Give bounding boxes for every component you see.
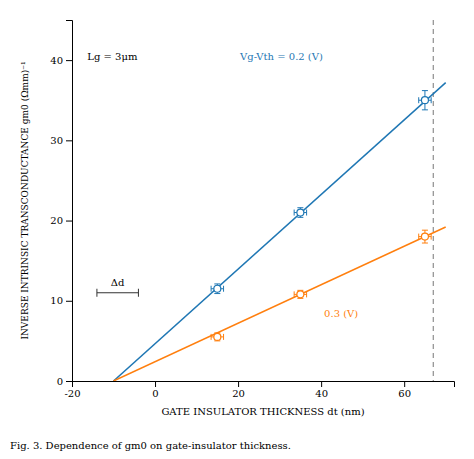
y-error-bar (214, 333, 220, 341)
caption: Fig. 3. Dependence of gm0 on gate-insula… (10, 440, 291, 451)
x-error-bar (419, 97, 431, 103)
tick-label: 20 (50, 215, 63, 226)
tick-label: 40 (315, 388, 328, 399)
x-error-bar (419, 234, 431, 240)
error-cap (223, 286, 224, 292)
error-cap (306, 210, 307, 216)
y-axis: 0 10 20 30 40 (50, 21, 72, 387)
error-cap (418, 234, 419, 240)
bracket-end (96, 289, 97, 297)
tick-label: 0 (152, 388, 158, 399)
error-cap (422, 243, 428, 244)
error-cap (294, 291, 295, 297)
tick: -20 (64, 381, 80, 399)
bracket-bar (97, 292, 139, 293)
tick-mark (238, 381, 239, 387)
axis-line (73, 382, 455, 388)
tick-label: 20 (232, 388, 245, 399)
bracket-end (138, 289, 139, 297)
tick-mark (66, 140, 72, 141)
fit-line (114, 227, 446, 381)
error-cap (422, 90, 428, 91)
tick: 40 (50, 55, 72, 66)
x-error-bar (294, 210, 306, 216)
tick: 10 (50, 295, 72, 306)
tick: 0 (152, 381, 158, 399)
error-cap (214, 283, 220, 284)
y-error-bar (422, 230, 428, 243)
annotation: Δd (111, 277, 125, 288)
tick: 0 (57, 376, 72, 387)
tick: 40 (315, 381, 328, 399)
error-cap (422, 109, 428, 110)
point (297, 291, 304, 298)
point (214, 333, 221, 340)
point (421, 233, 428, 240)
y-error-bar (214, 284, 220, 294)
bracket (97, 289, 139, 297)
tick-label: 40 (50, 55, 63, 66)
error-cap (211, 286, 212, 292)
plot: -200204060010203040GATE INSULATOR THICKN… (20, 20, 455, 417)
tick-label: -20 (64, 388, 80, 399)
tick-mark (66, 381, 72, 382)
error-cap (306, 291, 307, 297)
x-axis: -20 0 20 40 60 (64, 381, 454, 399)
error-cap (294, 210, 295, 216)
marks (114, 20, 446, 381)
error-cap (223, 334, 224, 340)
point (297, 209, 304, 216)
series-label: Vg-Vth = 0.2 (V) (239, 51, 323, 62)
labels: Vg-Vth = 0.2 (V) 0.3 (V) Lg = 3μm Δd (87, 51, 358, 318)
x-axis-label: GATE INSULATOR THICKNESS dt (nm) (161, 406, 364, 417)
tick-mark (155, 381, 156, 387)
y-error-bar (297, 208, 303, 218)
tick: 20 (50, 215, 72, 226)
chart: -200204060010203040GATE INSULATOR THICKN… (0, 0, 474, 459)
error-cap (297, 207, 303, 208)
error-cap (422, 230, 428, 231)
fit-line (114, 83, 446, 381)
point (214, 285, 221, 292)
error-cap (214, 293, 220, 294)
tick-label: 0 (57, 376, 63, 387)
tick: 30 (50, 135, 72, 146)
tick-label: 60 (398, 388, 411, 399)
tick: 20 (232, 381, 245, 399)
tick-mark (321, 381, 322, 387)
axis-line (66, 21, 73, 382)
tick-mark (66, 60, 72, 61)
error-cap (297, 217, 303, 218)
error-cap (431, 234, 432, 240)
tick: 60 (398, 381, 411, 399)
x-error-bar (294, 291, 306, 297)
tick-mark (66, 221, 72, 222)
y-error-bar (297, 290, 303, 298)
y-axis-label: INVERSE INTRINSIC TRANSCONDUCTANCE gm0 (… (20, 61, 30, 339)
error-cap (211, 334, 212, 340)
annotation: Lg = 3μm (87, 51, 138, 62)
series-label: 0.3 (V) (324, 308, 358, 319)
tick-label: 30 (50, 135, 63, 146)
tick-mark (66, 301, 72, 302)
tick-mark (404, 381, 405, 387)
x-error-bar (211, 286, 223, 292)
tick-label: 10 (50, 295, 63, 306)
reference-line (433, 20, 434, 381)
error-cap (418, 97, 419, 103)
error-cap (431, 97, 432, 103)
x-error-bar (211, 334, 223, 340)
point (421, 97, 428, 104)
y-error-bar (422, 91, 428, 110)
